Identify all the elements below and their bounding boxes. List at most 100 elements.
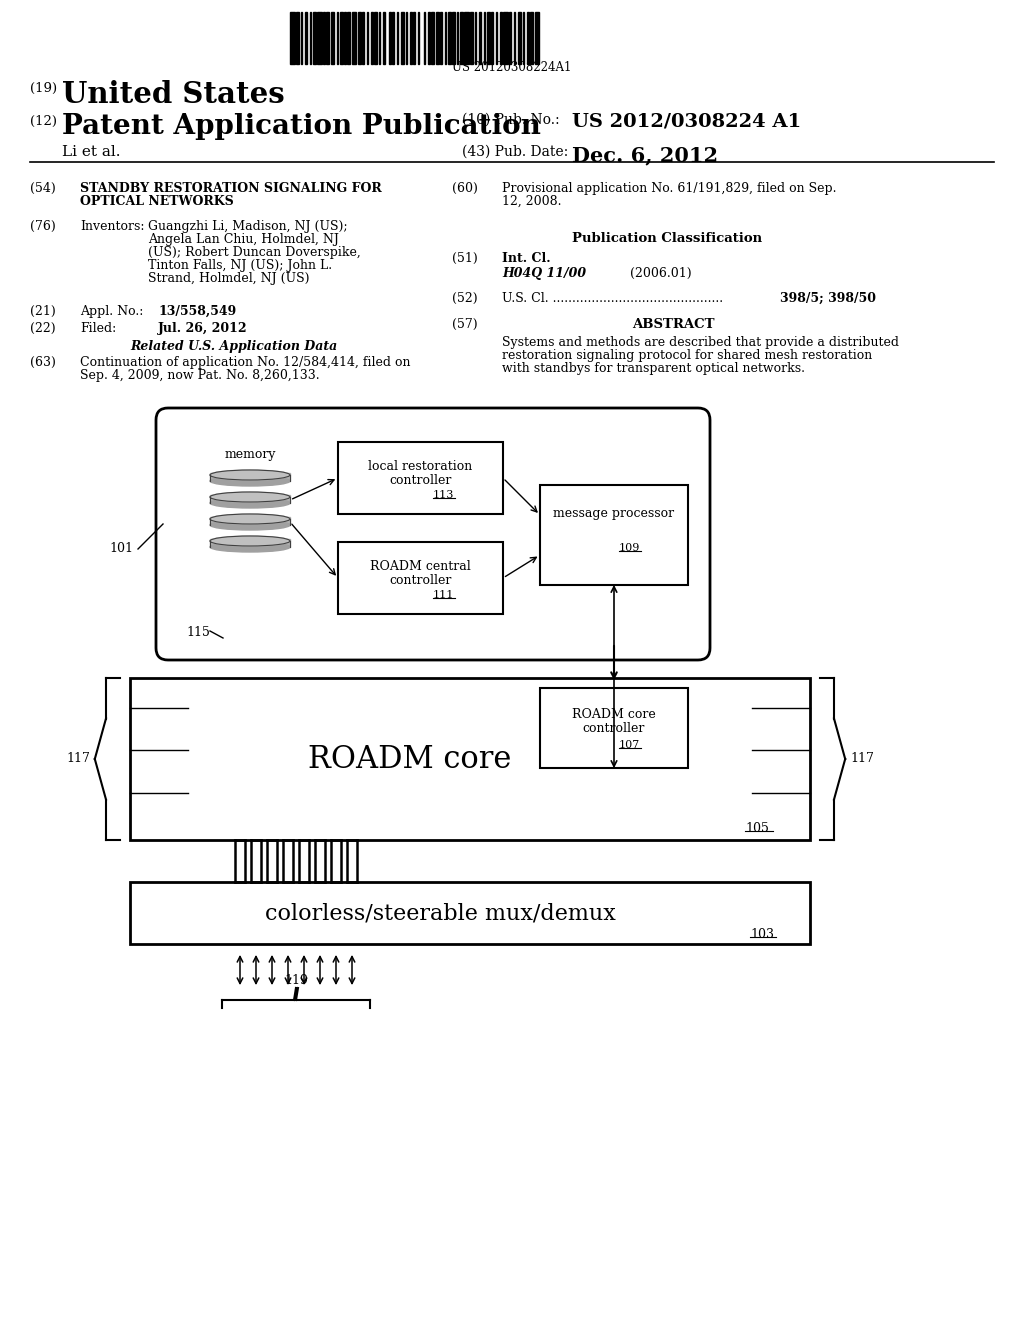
Bar [483,12,485,63]
Text: memory: memory [224,447,275,461]
Bar [210,517,290,525]
Bar [130,678,810,840]
Ellipse shape [210,520,290,531]
Bar [413,12,415,63]
Text: (60): (60) [452,182,478,195]
Text: Patent Application Publication: Patent Application Publication [62,114,541,140]
Bar [389,12,390,63]
Text: (10) Pub. No.:: (10) Pub. No.: [462,114,560,127]
Text: (63): (63) [30,356,56,370]
Text: Filed:: Filed: [80,322,117,335]
Text: message processor: message processor [553,507,675,520]
Text: 13/558,549: 13/558,549 [158,305,237,318]
Bar [530,12,534,63]
Text: 109: 109 [618,543,640,553]
Bar [396,12,398,63]
Bar [424,12,425,63]
Bar [326,12,329,63]
Bar [490,12,493,63]
Bar [540,484,688,585]
Bar [460,12,463,63]
Text: STANDBY RESTORATION SIGNALING FOR: STANDBY RESTORATION SIGNALING FOR [80,182,382,195]
Text: Int. Cl.: Int. Cl. [502,252,551,265]
Text: 105: 105 [745,822,769,836]
Bar [305,12,306,63]
Text: ROADM core: ROADM core [572,708,656,721]
FancyBboxPatch shape [156,408,710,660]
Bar [357,12,360,63]
Ellipse shape [210,543,290,552]
Text: 398/5; 398/50: 398/5; 398/50 [780,292,876,305]
Bar [347,12,350,63]
Bar [486,12,489,63]
Bar [362,12,364,63]
Bar [479,12,480,63]
Bar [431,12,434,63]
Text: (57): (57) [452,318,477,331]
Bar [428,12,429,63]
Text: (21): (21) [30,305,55,318]
Text: colorless/steerable mux/demux: colorless/steerable mux/demux [264,902,615,924]
Text: controller: controller [583,722,645,735]
Bar [379,12,380,63]
Ellipse shape [210,498,290,508]
Bar [440,12,441,63]
Bar [470,12,473,63]
Ellipse shape [210,492,290,502]
Text: 103: 103 [750,928,774,941]
Bar [392,12,393,63]
Bar [435,12,438,63]
Bar [312,12,315,63]
Text: 101: 101 [109,543,133,556]
Bar [452,12,455,63]
Text: United States: United States [62,81,285,110]
Bar [374,12,377,63]
Bar [210,495,290,503]
Text: (51): (51) [452,252,478,265]
Bar [535,12,539,63]
Bar [527,12,528,63]
Bar [503,12,508,63]
Text: 111: 111 [432,590,454,601]
Bar [317,12,322,63]
Text: 117: 117 [67,752,90,766]
Bar [474,12,476,63]
Text: ROADM central: ROADM central [370,560,471,573]
Bar [444,12,446,63]
Text: ROADM core: ROADM core [308,743,512,775]
Ellipse shape [210,536,290,546]
Bar [344,12,345,63]
Text: Jul. 26, 2012: Jul. 26, 2012 [158,322,248,335]
Text: Continuation of application No. 12/584,414, filed on: Continuation of application No. 12/584,4… [80,356,411,370]
Bar [540,688,688,768]
Bar [337,12,338,63]
Text: US 20120308224A1: US 20120308224A1 [453,61,571,74]
Bar [447,12,451,63]
Bar [338,543,503,614]
Bar [309,12,311,63]
Bar [518,12,521,63]
Text: Angela Lan Chiu, Holmdel, NJ: Angela Lan Chiu, Holmdel, NJ [148,234,339,246]
Bar [457,12,458,63]
Text: Appl. No.:: Appl. No.: [80,305,143,318]
Text: Dec. 6, 2012: Dec. 6, 2012 [572,145,718,165]
Text: (2006.01): (2006.01) [630,267,691,280]
Bar [401,12,404,63]
Text: ABSTRACT: ABSTRACT [632,318,715,331]
Bar [290,12,295,63]
Text: Strand, Holmdel, NJ (US): Strand, Holmdel, NJ (US) [148,272,309,285]
Text: Tinton Falls, NJ (US); John L.: Tinton Falls, NJ (US); John L. [148,259,332,272]
Bar [323,12,325,63]
Bar [340,12,342,63]
Bar [367,12,368,63]
Text: restoration signaling protocol for shared mesh restoration: restoration signaling protocol for share… [502,348,872,362]
Bar [500,12,502,63]
Bar [351,12,356,63]
Text: local restoration: local restoration [369,459,473,473]
Bar [371,12,373,63]
Ellipse shape [210,477,290,486]
Text: 12, 2008.: 12, 2008. [502,195,561,209]
Bar [418,12,419,63]
Text: 117: 117 [850,752,873,766]
Bar [331,12,334,63]
